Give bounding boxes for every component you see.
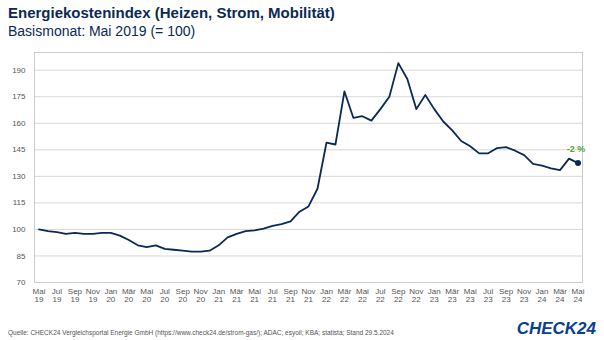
svg-text:Jan23: Jan23 — [428, 287, 441, 304]
svg-text:70: 70 — [17, 278, 26, 287]
svg-text:Mär20: Mär20 — [122, 287, 136, 304]
svg-text:Mai20: Mai20 — [140, 287, 153, 304]
svg-text:Nov22: Nov22 — [409, 287, 423, 304]
svg-text:-2 %: -2 % — [567, 144, 586, 154]
svg-text:Jul20: Jul20 — [160, 287, 170, 304]
svg-text:Mai22: Mai22 — [356, 287, 369, 304]
svg-text:Jul23: Jul23 — [483, 287, 493, 304]
svg-text:Sep22: Sep22 — [391, 287, 406, 304]
svg-text:Mai21: Mai21 — [248, 287, 261, 304]
svg-text:Mär23: Mär23 — [445, 287, 459, 304]
svg-text:Mär22: Mär22 — [338, 287, 352, 304]
html-text:Energiekostenindex (Heizen, St: Energiekostenindex (Heizen, Strom, Mobil… — [8, 4, 335, 21]
svg-text:Nov20: Nov20 — [194, 287, 208, 304]
svg-text:Sep20: Sep20 — [176, 287, 191, 304]
svg-text:Sep19: Sep19 — [68, 287, 83, 304]
svg-text:130: 130 — [12, 172, 26, 181]
svg-text:Mär24: Mär24 — [553, 287, 567, 304]
svg-text:190: 190 — [12, 66, 26, 75]
svg-text:Jul21: Jul21 — [267, 287, 277, 304]
svg-text:Jul22: Jul22 — [375, 287, 385, 304]
html-text:Quelle: CHECK24 Vergleichsport: Quelle: CHECK24 Vergleichsportal Energie… — [8, 329, 394, 336]
svg-text:Nov21: Nov21 — [301, 287, 315, 304]
svg-text:Nov23: Nov23 — [517, 287, 531, 304]
svg-text:Sep23: Sep23 — [499, 287, 514, 304]
svg-text:115: 115 — [13, 198, 26, 207]
svg-text:Mai24: Mai24 — [572, 287, 585, 304]
svg-text:Jan24: Jan24 — [536, 287, 549, 304]
svg-text:175: 175 — [12, 92, 26, 101]
svg-text:Sep21: Sep21 — [283, 287, 298, 304]
html-text:Basismonat: Mai 2019 (= 100): Basismonat: Mai 2019 (= 100) — [8, 23, 196, 39]
svg-text:Jan21: Jan21 — [212, 287, 225, 304]
svg-text:Jul19: Jul19 — [52, 287, 62, 304]
svg-text:Mai19: Mai19 — [33, 287, 46, 304]
svg-text:160: 160 — [12, 119, 26, 128]
svg-text:85: 85 — [17, 252, 26, 261]
svg-text:Mai23: Mai23 — [464, 287, 477, 304]
svg-text:Mär21: Mär21 — [230, 287, 244, 304]
svg-text:Nov19: Nov19 — [86, 287, 100, 304]
svg-text:Jan22: Jan22 — [320, 287, 333, 304]
svg-text:145: 145 — [12, 145, 26, 154]
svg-text:100: 100 — [12, 225, 26, 234]
html-text:CHECK24: CHECK24 — [516, 319, 596, 338]
svg-text:Jan20: Jan20 — [104, 287, 117, 304]
